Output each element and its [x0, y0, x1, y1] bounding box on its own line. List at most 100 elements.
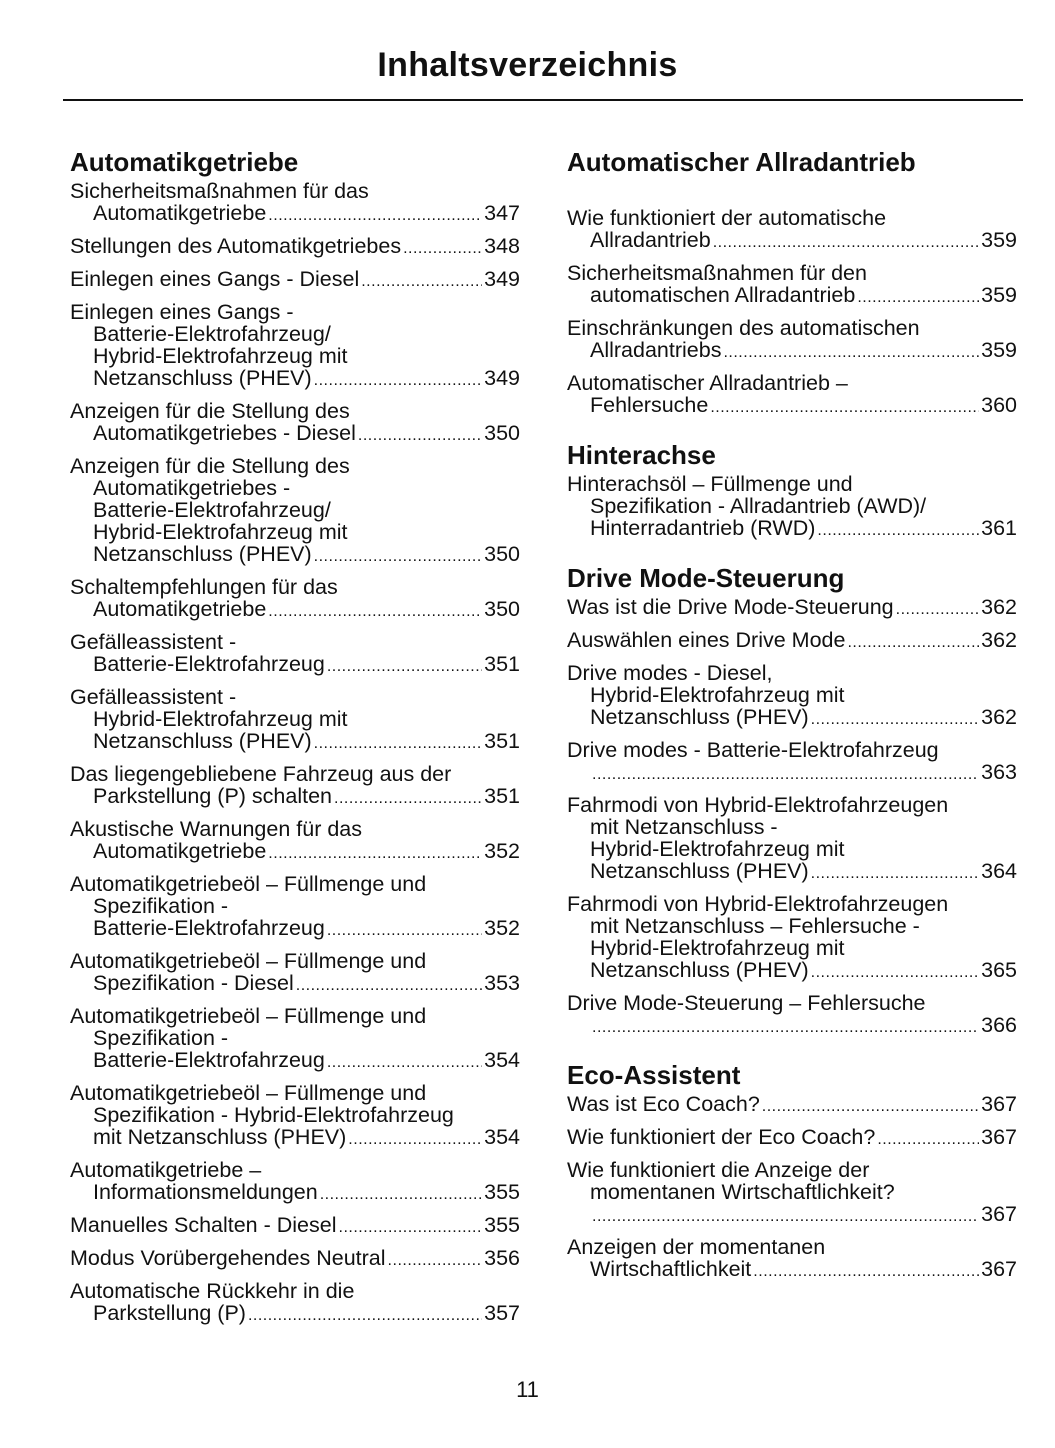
toc-page-number[interactable]: 352	[484, 916, 520, 940]
toc-page-number[interactable]: 355	[484, 1213, 520, 1237]
toc-entry-text: Drive modes - Diesel,	[567, 661, 773, 685]
toc-entry[interactable]: Anzeigen der momentanen Wirtschaftlichkei…	[567, 1236, 1017, 1283]
toc-entry[interactable]: Einlegen eines Gangs - Diesel 349	[70, 268, 520, 293]
toc-entry-text: Batterie-Elektrofahrzeug/	[93, 498, 331, 522]
dot-leader	[753, 1258, 979, 1283]
toc-page-number[interactable]: 348	[484, 234, 520, 258]
toc-page-number[interactable]: 361	[981, 516, 1017, 540]
toc-entry[interactable]: Drive modes - Diesel, Hybrid-Elektrofahrz…	[567, 662, 1017, 731]
toc-entry[interactable]: Anzeigen für die Stellung des Automatikge…	[70, 400, 520, 447]
toc-page-number[interactable]: 359	[981, 283, 1017, 307]
toc-entry[interactable]: Gefälleassistent - Hybrid-Elektrofahrzeug…	[70, 686, 520, 755]
toc-entry[interactable]: Manuelles Schalten - Diesel 355	[70, 1214, 520, 1239]
dot-leader	[314, 730, 482, 755]
toc-entry-last-line: Wie funktioniert der Eco Coach? 367	[567, 1126, 1017, 1151]
toc-entry[interactable]: Was ist Eco Coach? 367	[567, 1093, 1017, 1118]
toc-page-number[interactable]: 365	[981, 958, 1017, 982]
toc-page-number[interactable]: 367	[981, 1202, 1017, 1226]
toc-entry-last-line: Netzanschluss (PHEV) 365	[567, 959, 1017, 984]
toc-entry-text: Hybrid-Elektrofahrzeug mit	[93, 707, 348, 731]
toc-entry[interactable]: Sicherheitsmaßnahmen für den automatische…	[567, 262, 1017, 309]
toc-entry[interactable]: Fahrmodi von Hybrid-Elektrofahrzeugen mit…	[567, 794, 1017, 885]
toc-entry[interactable]: Drive Mode-Steuerung – Fehlersuche 366	[567, 992, 1017, 1039]
toc-entry[interactable]: Das liegengebliebene Fahrzeug aus der Par…	[70, 763, 520, 810]
toc-entry-text: Automatikgetriebeöl – Füllmenge und	[70, 1081, 427, 1105]
toc-entry[interactable]: Modus Vorübergehendes Neutral 356	[70, 1247, 520, 1272]
toc-page-number[interactable]: 367	[981, 1257, 1017, 1281]
toc-entry-last-line: Fehlersuche 360	[567, 394, 1017, 419]
toc-entry[interactable]: Gefälleassistent - Batterie-Elektrofahrze…	[70, 631, 520, 678]
toc-page-number[interactable]: 350	[484, 421, 520, 445]
toc-entry[interactable]: Automatikgetriebe – Informationsmeldungen…	[70, 1159, 520, 1206]
toc-entry[interactable]: Anzeigen für die Stellung des Automatikge…	[70, 455, 520, 568]
toc-entry[interactable]: Schaltempfehlungen für das Automatikgetri…	[70, 576, 520, 623]
toc-page-number[interactable]: 350	[484, 542, 520, 566]
toc-entry[interactable]: Fahrmodi von Hybrid-Elektrofahrzeugen mit…	[567, 893, 1017, 984]
toc-page-number[interactable]: 357	[484, 1301, 520, 1325]
dot-leader	[268, 598, 482, 623]
toc-page-number[interactable]: 349	[484, 267, 520, 291]
toc-page-number[interactable]: 352	[484, 839, 520, 863]
toc-entry[interactable]: Automatikgetriebeöl – Füllmenge und Spezi…	[70, 1082, 520, 1151]
toc-entry-text: Wirtschaftlichkeit	[590, 1257, 752, 1281]
dot-leader	[723, 339, 979, 364]
toc-entry-text: mit Netzanschluss – Fehlersuche -	[590, 914, 920, 938]
toc-entry[interactable]: Wie funktioniert der Eco Coach? 367	[567, 1126, 1017, 1151]
toc-page-number[interactable]: 367	[981, 1125, 1017, 1149]
toc-entry-text: Manuelles Schalten - Diesel	[70, 1213, 337, 1237]
toc-entry-text: Anzeigen für die Stellung des	[70, 399, 350, 423]
toc-entry-last-line: Was ist die Drive Mode-Steuerung 362	[567, 596, 1017, 621]
toc-entry[interactable]: Einlegen eines Gangs - Batterie-Elektrofa…	[70, 301, 520, 392]
toc-page-number[interactable]: 353	[484, 971, 520, 995]
toc-page-number[interactable]: 359	[981, 338, 1017, 362]
toc-page-number[interactable]: 350	[484, 597, 520, 621]
toc-entry[interactable]: Akustische Warnungen für das Automatikget…	[70, 818, 520, 865]
toc-entry[interactable]: Automatikgetriebeöl – Füllmenge und Spezi…	[70, 950, 520, 997]
toc-entry[interactable]: Sicherheitsmaßnahmen für das Automatikget…	[70, 180, 520, 227]
dot-leader	[857, 284, 979, 309]
dot-leader	[811, 959, 979, 984]
toc-page-number[interactable]: 362	[981, 705, 1017, 729]
toc-page-number[interactable]: 351	[484, 652, 520, 676]
toc-entry[interactable]: Einschränkungen des automatischen Allrada…	[567, 317, 1017, 364]
toc-page-number[interactable]: 363	[981, 760, 1017, 784]
toc-entry[interactable]: Was ist die Drive Mode-Steuerung 362	[567, 596, 1017, 621]
toc-entry[interactable]: Stellungen des Automatikgetriebes 348	[70, 235, 520, 260]
toc-page-number[interactable]: 367	[981, 1092, 1017, 1116]
toc-entry-text: Batterie-Elektrofahrzeug	[93, 1048, 325, 1072]
toc-entry[interactable]: Hinterachsöl – Füllmenge und Spezifikatio…	[567, 473, 1017, 542]
toc-page-number[interactable]: 362	[981, 595, 1017, 619]
dot-leader	[358, 422, 482, 447]
toc-page-number[interactable]: 359	[981, 228, 1017, 252]
toc-page-number[interactable]: 366	[981, 1013, 1017, 1037]
toc-entry-last-line: Stellungen des Automatikgetriebes 348	[70, 235, 520, 260]
section-heading: Drive Mode-Steuerung	[567, 563, 845, 593]
toc-page-number[interactable]: 354	[484, 1048, 520, 1072]
toc-section: Drive Mode-Steuerung Was ist die Drive Mo…	[567, 563, 1017, 1039]
toc-page-number[interactable]: 362	[981, 628, 1017, 652]
toc-entry[interactable]: Auswählen eines Drive Mode 362	[567, 629, 1017, 654]
toc-page-number[interactable]: 351	[484, 729, 520, 753]
dot-leader	[327, 917, 482, 942]
toc-entry[interactable]: Automatikgetriebeöl – Füllmenge und Spezi…	[70, 1005, 520, 1074]
toc-page-number[interactable]: 360	[981, 393, 1017, 417]
toc-page-number[interactable]: 356	[484, 1246, 520, 1270]
toc-entry[interactable]: Wie funktioniert der automatische Allrada…	[567, 207, 1017, 254]
toc-section: Hinterachse Hinterachsöl – Füllmenge und S…	[567, 440, 1017, 542]
toc-entry[interactable]: Wie funktioniert die Anzeige der momentan…	[567, 1159, 1017, 1228]
toc-page-number[interactable]: 355	[484, 1180, 520, 1204]
toc-entry[interactable]: Drive modes - Batterie-Elektrofahrzeug 36…	[567, 739, 1017, 786]
dot-leader	[320, 1181, 482, 1206]
toc-entry-last-line: Auswählen eines Drive Mode 362	[567, 629, 1017, 654]
toc-entry[interactable]: Automatikgetriebeöl – Füllmenge und Spezi…	[70, 873, 520, 942]
toc-page-number[interactable]: 364	[981, 859, 1017, 883]
toc-page-number[interactable]: 347	[484, 201, 520, 225]
dot-leader	[388, 1247, 483, 1272]
toc-page-number[interactable]: 354	[484, 1125, 520, 1149]
toc-entry-last-line: Einlegen eines Gangs - Diesel 349	[70, 268, 520, 293]
toc-entry[interactable]: Automatischer Allradantrieb – Fehlersuche…	[567, 372, 1017, 419]
toc-page-number[interactable]: 351	[484, 784, 520, 808]
toc-page-number[interactable]: 349	[484, 366, 520, 390]
toc-entry-text: Automatikgetriebeöl – Füllmenge und	[70, 949, 427, 973]
toc-entry[interactable]: Automatische Rückkehr in die Parkstellung…	[70, 1280, 520, 1327]
